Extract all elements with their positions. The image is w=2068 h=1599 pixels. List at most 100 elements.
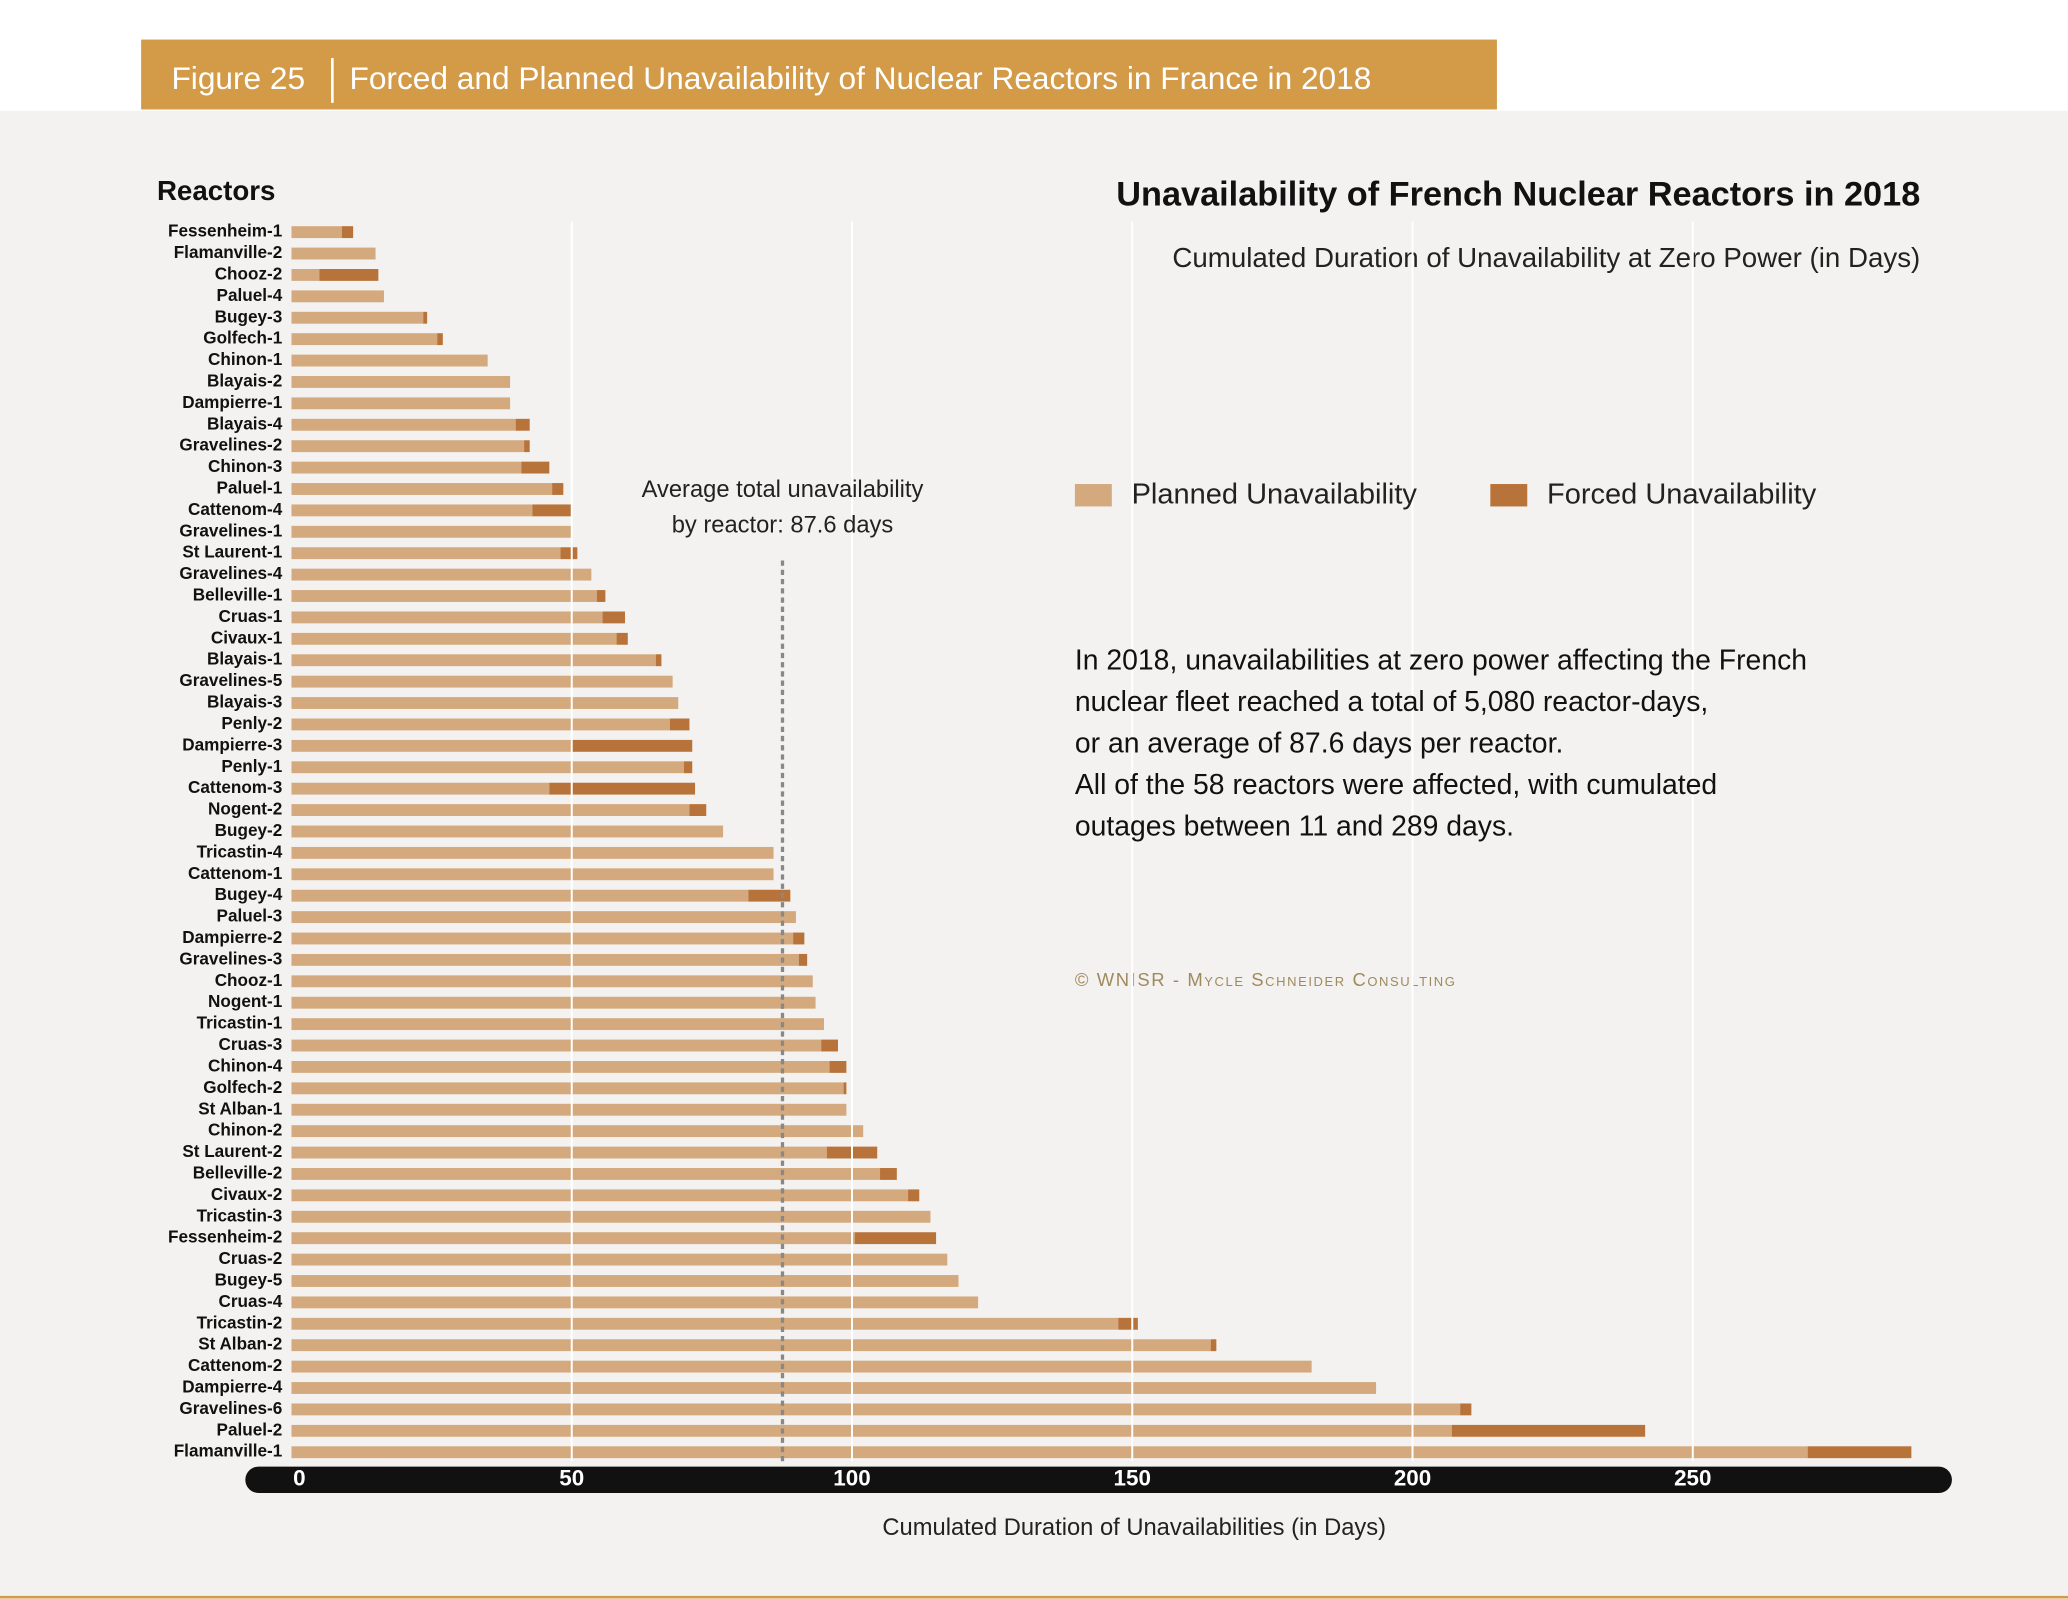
bar-segment: [291, 675, 673, 688]
figure-title: Forced and Planned Unavailability of Nuc…: [350, 60, 1372, 96]
y-tick-label: Tricastin-1: [197, 1013, 283, 1033]
x-tick-label: 150: [1114, 1466, 1151, 1491]
y-tick-label: Cruas-3: [218, 1034, 282, 1054]
y-tick-label: Blayais-3: [207, 692, 282, 712]
chart-title: Unavailability of French Nuclear Reactor…: [1116, 176, 1920, 214]
bar-segment: [291, 461, 522, 474]
bar-segment: [655, 654, 662, 667]
bar-segment: [291, 911, 796, 924]
bar-segment: [291, 1018, 824, 1031]
bar-segment: [291, 1403, 1461, 1416]
bar-segment: [291, 547, 561, 560]
bar-segment: [291, 268, 320, 281]
y-tick-label: St Alban-1: [198, 1098, 283, 1118]
bar-segment: [291, 889, 749, 902]
x-tick-label: 100: [833, 1466, 870, 1491]
bar-segment: [683, 761, 693, 774]
bar-segment: [291, 1360, 1312, 1373]
bar-segment: [291, 1103, 847, 1116]
bar-segment: [291, 376, 511, 388]
y-tick-label: Chinon-2: [208, 1120, 282, 1140]
bar-segment: [291, 846, 774, 859]
bar-segment: [291, 739, 572, 752]
y-tick-label: Belleville-1: [193, 585, 283, 605]
y-tick-label: Civaux-2: [211, 1184, 282, 1204]
bar-segment: [291, 697, 679, 709]
y-tick-label: Chooz-1: [215, 970, 283, 990]
bar-segment: [291, 825, 724, 838]
bar-segment: [843, 1082, 847, 1095]
bar-segment: [291, 654, 656, 667]
x-tick-label: 250: [1674, 1466, 1711, 1491]
bar-segment: [291, 1168, 881, 1180]
bar-segment: [515, 418, 530, 431]
bar-segment: [616, 632, 628, 645]
y-tick-label: Cruas-2: [218, 1248, 282, 1268]
bar-segment: [1451, 1424, 1646, 1437]
y-tick-label: Bugey-2: [215, 820, 283, 840]
bar-segment: [596, 590, 606, 602]
bar-segment: [1460, 1403, 1472, 1416]
bar-segment: [291, 804, 690, 816]
bar-segment: [560, 547, 578, 560]
bar-segment: [748, 889, 791, 902]
y-axis-title: Reactors: [157, 175, 276, 206]
chart-subtitle: Cumulated Duration of Unavailability at …: [1172, 242, 1920, 273]
y-tick-label: Gravelines-2: [179, 435, 282, 455]
bar-segment: [521, 461, 550, 474]
description-line: In 2018, unavailabilities at zero power …: [1075, 645, 1807, 677]
y-tick-label: Gravelines-6: [179, 1398, 282, 1418]
y-tick-label: Dampierre-4: [182, 1377, 282, 1397]
legend-label: Forced Unavailability: [1547, 479, 1817, 511]
bar-segment: [291, 782, 550, 795]
bar-segment: [291, 1424, 1452, 1437]
y-tick-label: Gravelines-3: [179, 948, 282, 968]
y-tick-label: Cattenom-1: [188, 863, 283, 883]
bar-segment: [291, 1253, 948, 1266]
bar-segment: [291, 226, 342, 239]
bar-segment: [291, 1189, 909, 1202]
bar-segment: [1807, 1446, 1912, 1459]
description-line: outages between 11 and 289 days.: [1075, 811, 1514, 843]
y-tick-label: Chinon-3: [208, 456, 282, 476]
y-tick-label: Chinon-1: [208, 349, 283, 369]
bar-segment: [291, 247, 376, 260]
bar-segment: [341, 226, 354, 239]
bar-segment: [291, 1125, 864, 1138]
y-tick-label: St Laurent-1: [182, 542, 282, 562]
bar-segment: [880, 1168, 897, 1180]
bar-segment: [291, 1275, 959, 1287]
bar-segment: [291, 761, 684, 774]
x-tick-label: 0: [293, 1466, 305, 1491]
legend-label: Planned Unavailability: [1132, 479, 1418, 511]
bar-segment: [291, 975, 813, 988]
bar-segment: [291, 418, 516, 431]
bar-segment: [1210, 1339, 1217, 1352]
bar-segment: [291, 868, 774, 881]
bar-segment: [1118, 1317, 1138, 1330]
y-tick-label: Penly-2: [221, 713, 282, 733]
x-tick-label: 200: [1394, 1466, 1431, 1491]
figure-label: Figure 25: [171, 60, 305, 96]
bar-segment: [291, 525, 572, 538]
y-tick-label: Fessenheim-2: [168, 1227, 282, 1247]
y-tick-label: Fessenheim-1: [168, 221, 283, 241]
bar-segment: [291, 611, 603, 624]
bar-segment: [291, 1039, 822, 1052]
y-tick-label: Paluel-2: [217, 1419, 283, 1439]
x-axis-title: Cumulated Duration of Unavailabilities (…: [882, 1515, 1386, 1541]
y-tick-label: Civaux-1: [211, 627, 283, 647]
axis-bar: [245, 1466, 1952, 1493]
average-annotation: by reactor: 87.6 days: [672, 512, 894, 538]
y-tick-label: Golfech-2: [203, 1077, 282, 1097]
y-tick-label: St Laurent-2: [182, 1141, 282, 1161]
y-tick-label: Gravelines-5: [179, 670, 282, 690]
bar-segment: [291, 483, 553, 495]
bar-segment: [689, 804, 707, 816]
bar-segment: [291, 1317, 1119, 1330]
bar-segment: [291, 632, 617, 645]
description-line: All of the 58 reactors were affected, wi…: [1075, 769, 1717, 801]
y-tick-label: Tricastin-2: [197, 1312, 283, 1332]
y-tick-label: Tricastin-3: [197, 1205, 283, 1225]
y-tick-label: Chooz-2: [215, 263, 283, 283]
